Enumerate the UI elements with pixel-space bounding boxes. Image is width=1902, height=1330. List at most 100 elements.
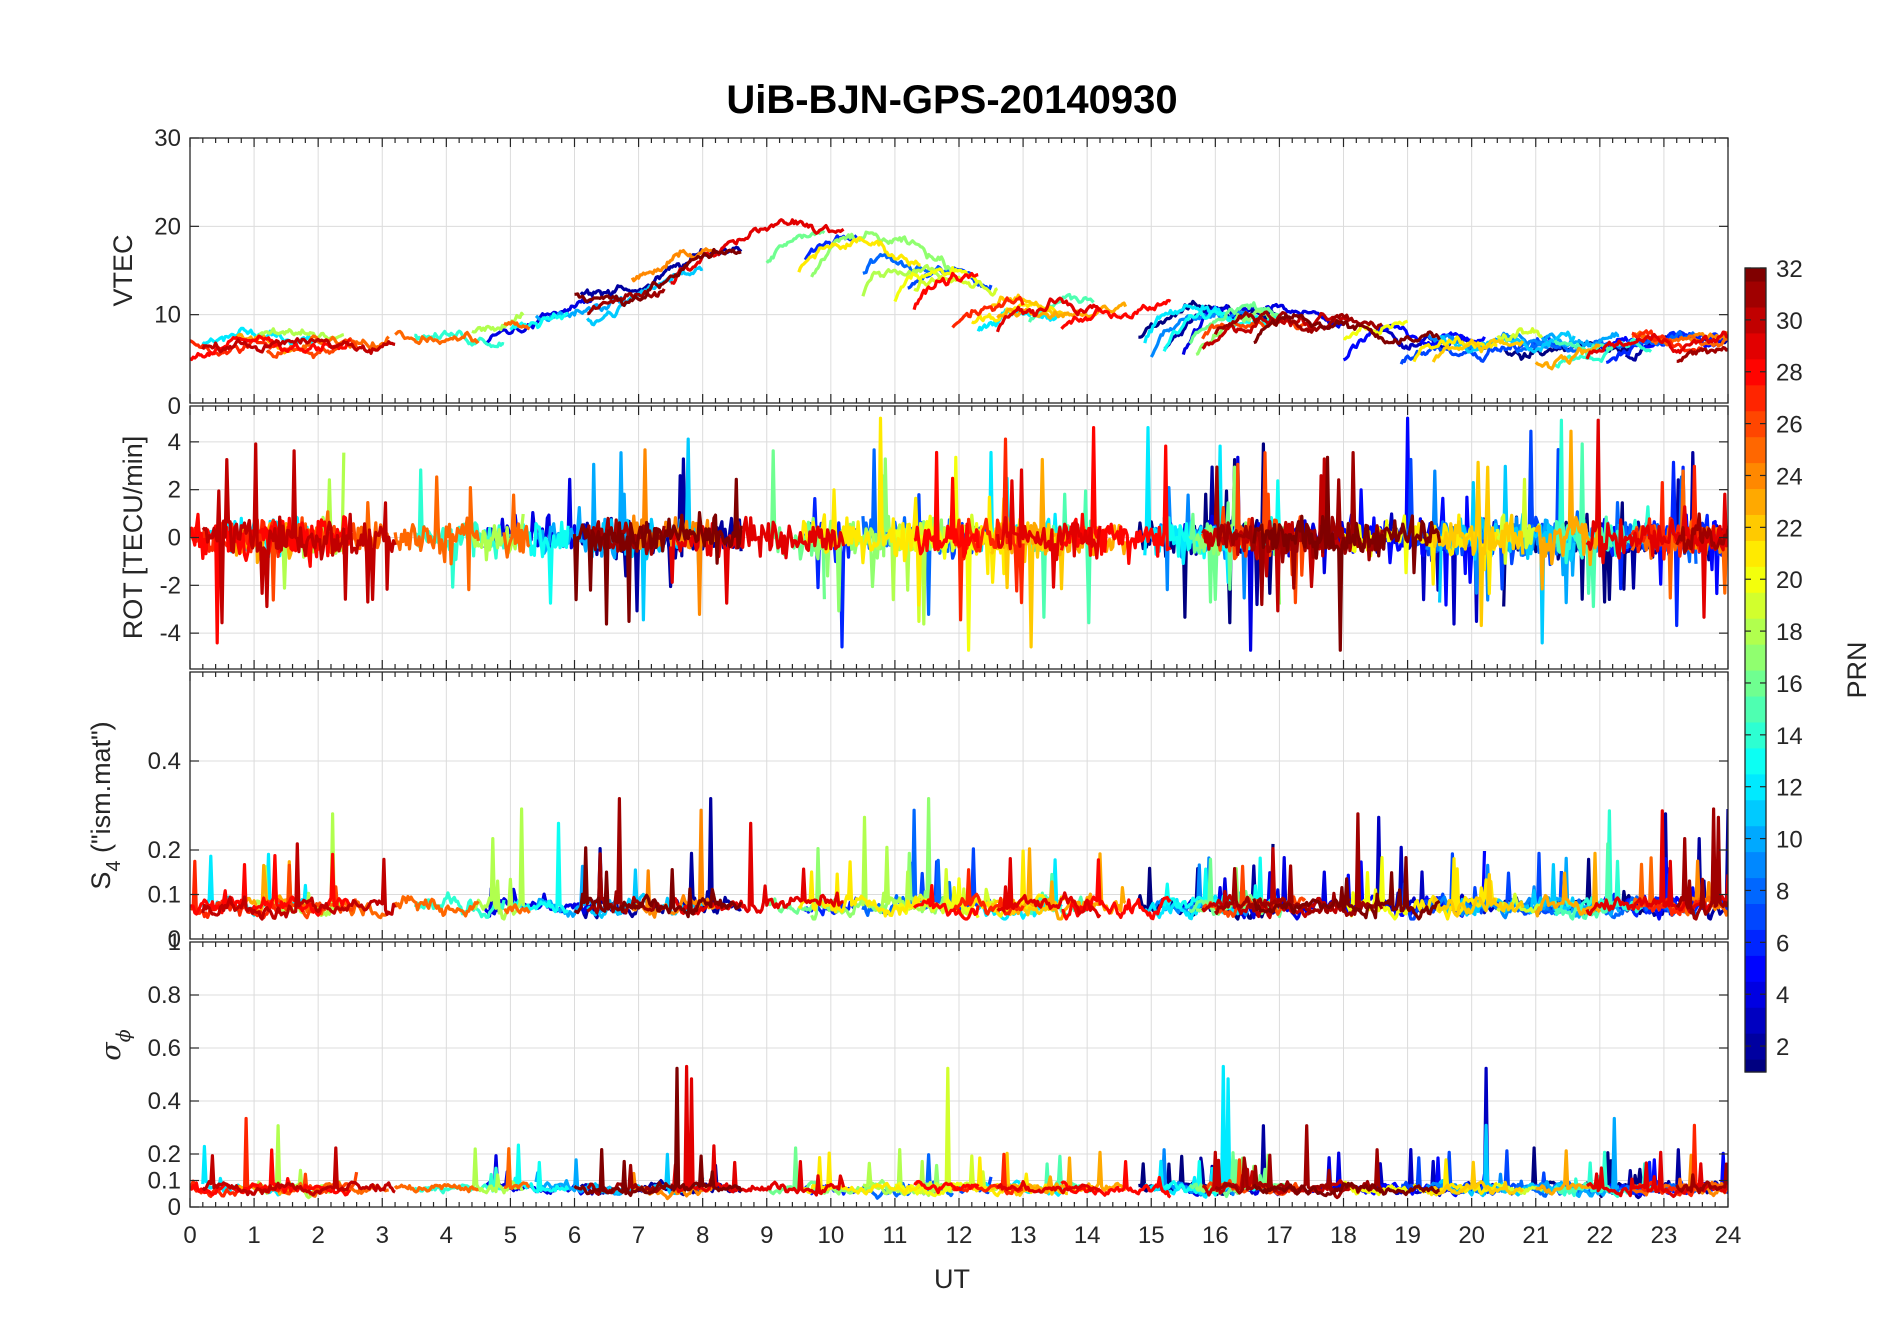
colorbar-label: PRN xyxy=(1842,641,1872,698)
series-line-prn-23 xyxy=(1534,343,1601,371)
y-tick-label: 0.6 xyxy=(148,1035,181,1062)
series-line-prn-21 xyxy=(1412,1158,1498,1197)
colorbar-swatch xyxy=(1745,851,1766,879)
series-line-prn-29 xyxy=(1585,418,1728,619)
x-tick-label: 5 xyxy=(504,1222,517,1249)
y-tick-label: 0.4 xyxy=(148,748,181,775)
series-line-prn-28 xyxy=(913,450,980,559)
series-line-prn-30 xyxy=(201,442,397,625)
colorbar-swatch xyxy=(1745,877,1766,905)
series-line-prn-29 xyxy=(995,468,1102,589)
colorbar-swatch xyxy=(1745,644,1766,671)
colorbar-swatch xyxy=(1745,592,1766,619)
series-line-prn-17 xyxy=(810,230,954,278)
x-tick-label: 16 xyxy=(1202,1222,1229,1249)
y-axis-label: ROT [TECU/min] xyxy=(118,436,148,640)
colorbar-swatch xyxy=(1745,981,1766,1008)
series-line-prn-29 xyxy=(670,218,845,285)
series-line-prn-28 xyxy=(1060,1160,1172,1199)
series-line-prn-21 xyxy=(1412,335,1498,363)
colorbar-swatch xyxy=(1745,488,1766,515)
y-axis-label-sub: ϕ xyxy=(113,1029,135,1042)
colorbar-swatch xyxy=(1745,929,1766,956)
series-line-prn-29 xyxy=(670,821,844,916)
x-tick-label: 6 xyxy=(568,1222,581,1249)
series-line-prn-7 xyxy=(1399,335,1562,365)
series-line-prn-25 xyxy=(503,1147,531,1190)
colorbar-frame xyxy=(1744,267,1767,1073)
series-line-prn-30 xyxy=(201,842,397,921)
y-tick-label: 10 xyxy=(154,302,181,329)
series-line-prn-32 xyxy=(1252,1181,1440,1198)
y-axis-label-rest: ("ism.mat") xyxy=(86,721,116,860)
x-tick-label: 21 xyxy=(1522,1222,1549,1249)
colorbar-swatch xyxy=(1745,332,1766,360)
series-line-prn-32 xyxy=(573,1066,743,1197)
series-line-prn-32 xyxy=(1252,455,1442,652)
series-line-prn-29 xyxy=(1585,330,1728,360)
colorbar-swatch xyxy=(1745,773,1766,801)
x-tick-label: 17 xyxy=(1266,1222,1293,1249)
colorbar-swatch xyxy=(1745,955,1766,982)
x-tick-label: 11 xyxy=(882,1222,907,1249)
x-tick-label: 7 xyxy=(632,1222,645,1249)
series-line-prn-31 xyxy=(1213,310,1383,335)
series-group xyxy=(190,1064,1728,1201)
y-tick-label: 4 xyxy=(168,429,181,456)
y-tick-label: 0.2 xyxy=(148,837,181,864)
series-group xyxy=(190,218,1728,371)
y-tick-label: -2 xyxy=(160,572,181,599)
colorbar-tick-label: 4 xyxy=(1776,982,1789,1009)
colorbar-tick-label: 12 xyxy=(1776,775,1803,802)
series-line-prn-15 xyxy=(1553,842,1613,921)
series-line-prn-31 xyxy=(586,797,665,915)
colorbar-swatch xyxy=(1745,514,1766,541)
panel-1: 10 20 30 VTEC xyxy=(108,125,1729,404)
x-tick-label: 15 xyxy=(1138,1222,1165,1249)
colorbar-swatch xyxy=(1745,1007,1766,1034)
series-line-prn-27 xyxy=(951,295,1025,329)
y-tick-label: 0 xyxy=(168,393,181,420)
series-line-prn-32 xyxy=(1253,313,1442,345)
series-line-prn-29 xyxy=(996,857,1102,919)
series-line-prn-31 xyxy=(587,288,666,316)
series-line-prn-31 xyxy=(1675,807,1728,921)
series-line-prn-28 xyxy=(912,271,979,311)
colorbar-tick-label: 24 xyxy=(1776,463,1803,490)
series-line-prn-20 xyxy=(1343,319,1409,341)
colorbar-swatch xyxy=(1745,670,1766,697)
x-tick-label: 0 xyxy=(183,1222,196,1249)
x-tick-label: 18 xyxy=(1330,1222,1357,1249)
panel-2: -4 -2 0 2 4 0 ROT [TECU/min] xyxy=(118,393,1729,670)
colorbar-swatch xyxy=(1745,358,1766,386)
x-tick-label: 24 xyxy=(1715,1222,1742,1249)
colorbar-tick-label: 22 xyxy=(1776,515,1803,542)
chart-title: UiB-BJN-GPS-20140930 xyxy=(726,78,1177,122)
y-tick-label: 30 xyxy=(154,125,181,152)
colorbar-swatch xyxy=(1745,306,1766,334)
series-line-prn-28 xyxy=(1060,298,1172,330)
series-line-prn-25 xyxy=(502,493,531,559)
x-tick-label: 20 xyxy=(1458,1222,1485,1249)
series-line-prn-29 xyxy=(996,1180,1101,1195)
colorbar-tick-label: 6 xyxy=(1776,930,1789,957)
y-tick-label: -4 xyxy=(160,620,181,647)
colorbar-swatch xyxy=(1745,903,1766,930)
x-tick-label: 3 xyxy=(376,1222,389,1249)
series-line-prn-27 xyxy=(1630,464,1703,561)
series-line-prn-22 xyxy=(1431,873,1525,918)
series-line-prn-16 xyxy=(766,1146,825,1196)
series-line-prn-25 xyxy=(393,894,480,918)
colorbar-tick-label: 14 xyxy=(1776,723,1803,750)
colorbar-swatch xyxy=(1745,268,1766,282)
series-line-prn-28 xyxy=(1059,426,1172,565)
x-tick-label: 4 xyxy=(440,1222,453,1249)
series-line-prn-5 xyxy=(1342,323,1486,362)
x-tick-label: 14 xyxy=(1074,1222,1101,1249)
series-line-prn-24 xyxy=(630,247,717,283)
x-tick-label: 13 xyxy=(1010,1222,1037,1249)
